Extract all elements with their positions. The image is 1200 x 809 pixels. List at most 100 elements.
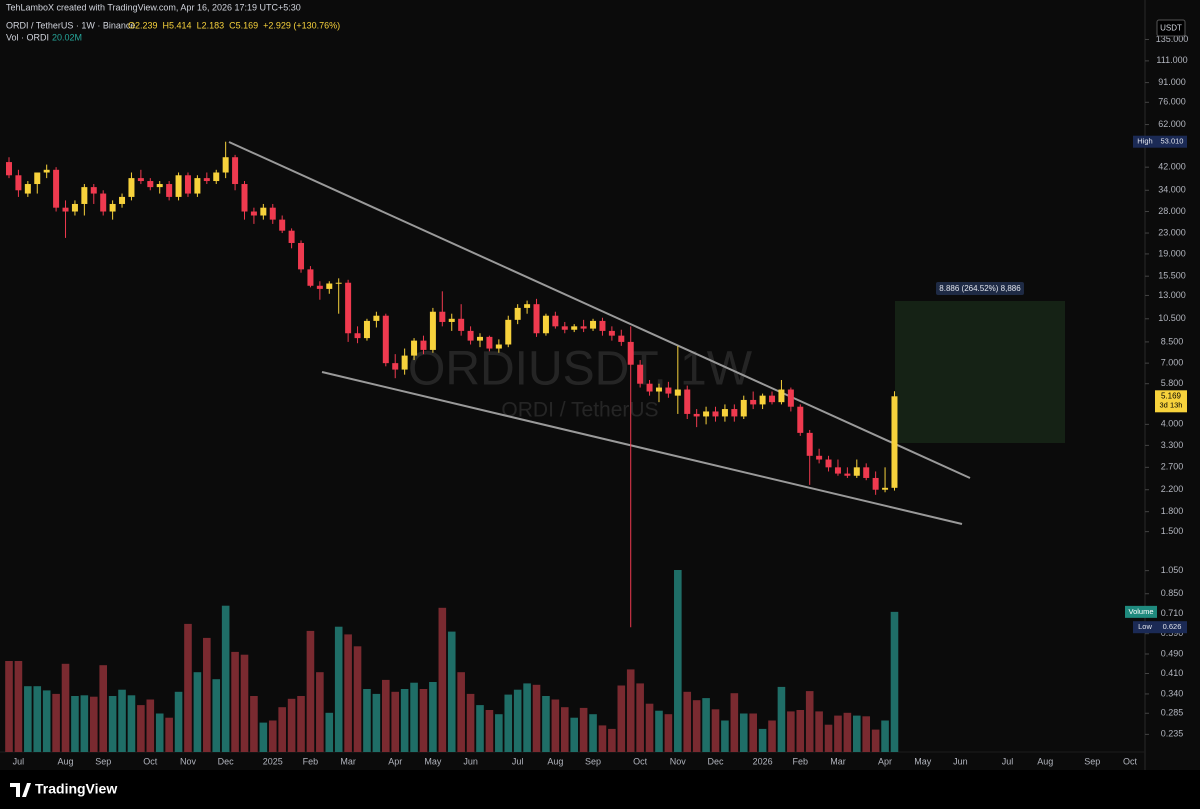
candle-body [618, 335, 625, 342]
x-tick-label: Jul [512, 756, 524, 766]
candle-body [71, 203, 78, 212]
y-tick-label: 23.000 [1158, 227, 1186, 237]
volume-bar [598, 725, 607, 752]
y-tick-label: 1.500 [1161, 526, 1184, 536]
candle-body [203, 178, 210, 182]
volume-bar [287, 698, 296, 752]
volume-bar [71, 696, 79, 752]
x-tick-label: Mar [830, 756, 846, 766]
volume-bar [297, 696, 305, 752]
x-tick-label: Nov [180, 756, 197, 766]
y-tick-label: 8.500 [1161, 336, 1184, 346]
candle-body [439, 311, 446, 322]
candle-body [834, 467, 841, 474]
volume-bar [787, 711, 795, 752]
volume-bar [146, 699, 155, 752]
volume-bar [419, 689, 428, 752]
y-tick-label: 1.800 [1161, 506, 1184, 516]
candle-body [354, 333, 361, 339]
volume-bar [702, 698, 710, 752]
candle-body [222, 157, 229, 173]
volume-bar [824, 724, 833, 752]
y-tick-label: 4.000 [1161, 419, 1184, 429]
candle-body [326, 283, 333, 289]
y-tick-label: 13.000 [1158, 290, 1186, 300]
x-tick-label: Oct [1123, 756, 1138, 766]
x-tick-label: Aug [1037, 756, 1053, 766]
candle-body [580, 326, 587, 329]
candle-body [156, 184, 163, 188]
y-tick-label: 3.300 [1161, 440, 1184, 450]
candle-body [411, 340, 418, 356]
volume-bar [99, 665, 107, 752]
x-tick-label: Feb [793, 756, 809, 766]
candle-body [382, 315, 389, 364]
volume-bar [617, 685, 626, 752]
marker-tag-box [1133, 621, 1157, 634]
volume-bar [155, 713, 164, 752]
volume-bar [24, 686, 32, 752]
y-tick-label: 28.000 [1158, 206, 1186, 216]
candle-layer [6, 141, 898, 628]
volume-bar [466, 693, 475, 752]
x-tick-label: Mar [340, 756, 356, 766]
volume-bar [777, 686, 786, 752]
marker-value: 53.010 [1161, 137, 1184, 146]
y-tick-label: 0.285 [1161, 708, 1184, 718]
volume-bar [560, 707, 569, 752]
trendline-upper [228, 141, 971, 479]
volume-bar [5, 661, 13, 752]
candle-body [194, 178, 201, 194]
volume-bar [118, 689, 126, 752]
volume-bar [165, 717, 173, 752]
x-tick-label: May [424, 756, 442, 766]
candle-body [260, 207, 267, 216]
volume-bar [758, 728, 767, 752]
candle-body [882, 487, 889, 490]
candle-body [646, 383, 653, 392]
volume-badge: Volume [1128, 607, 1153, 616]
candle-body [797, 406, 804, 433]
volume-bar [108, 696, 117, 752]
currency[interactable]: USDT [1160, 24, 1182, 33]
volume-bar [212, 679, 221, 752]
candle-body [769, 395, 776, 403]
y-tick-label: 135.000 [1156, 34, 1189, 44]
y-tick-label: 0.710 [1161, 608, 1184, 618]
candle-body [392, 363, 399, 370]
volume-bar [881, 720, 889, 752]
x-tick-label: Sep [1084, 756, 1100, 766]
x-tick-label: Jul [1002, 756, 1014, 766]
volume-bar [231, 651, 239, 752]
ohlc-value: +2.929 (+130.76%) [263, 20, 340, 30]
marker-tag-box [1133, 135, 1157, 148]
marker-tag: High [1137, 137, 1152, 146]
volume-bar [391, 691, 400, 752]
watermark: ORDIUSDT, 1W [408, 343, 753, 396]
marker-value-box [1157, 621, 1187, 634]
volume-bar [363, 689, 371, 752]
candle-body [109, 203, 116, 212]
candle-body [750, 399, 757, 405]
y-tick-label: 15.500 [1158, 271, 1186, 281]
x-tick-label: Nov [670, 756, 687, 766]
volume-bar [608, 728, 616, 752]
marker-value: 0.626 [1163, 622, 1182, 631]
x-tick-label: Oct [143, 756, 158, 766]
volume-bar [33, 686, 42, 752]
measure-label: 8.886 (264.52%) 8,886 [939, 284, 1021, 293]
x-tick-label: Dec [707, 756, 724, 766]
candle-body [429, 311, 436, 350]
candle-body [486, 336, 493, 349]
candle-body [552, 315, 559, 327]
volume-bar [853, 715, 861, 752]
candle-body [279, 219, 286, 231]
currency-box[interactable] [1156, 19, 1186, 37]
candle-body [34, 172, 41, 185]
candle-body [420, 340, 427, 350]
candle-body [590, 320, 597, 329]
y-tick-label: 0.850 [1161, 588, 1184, 598]
candle-body [467, 330, 474, 341]
volume-bar [749, 713, 757, 752]
